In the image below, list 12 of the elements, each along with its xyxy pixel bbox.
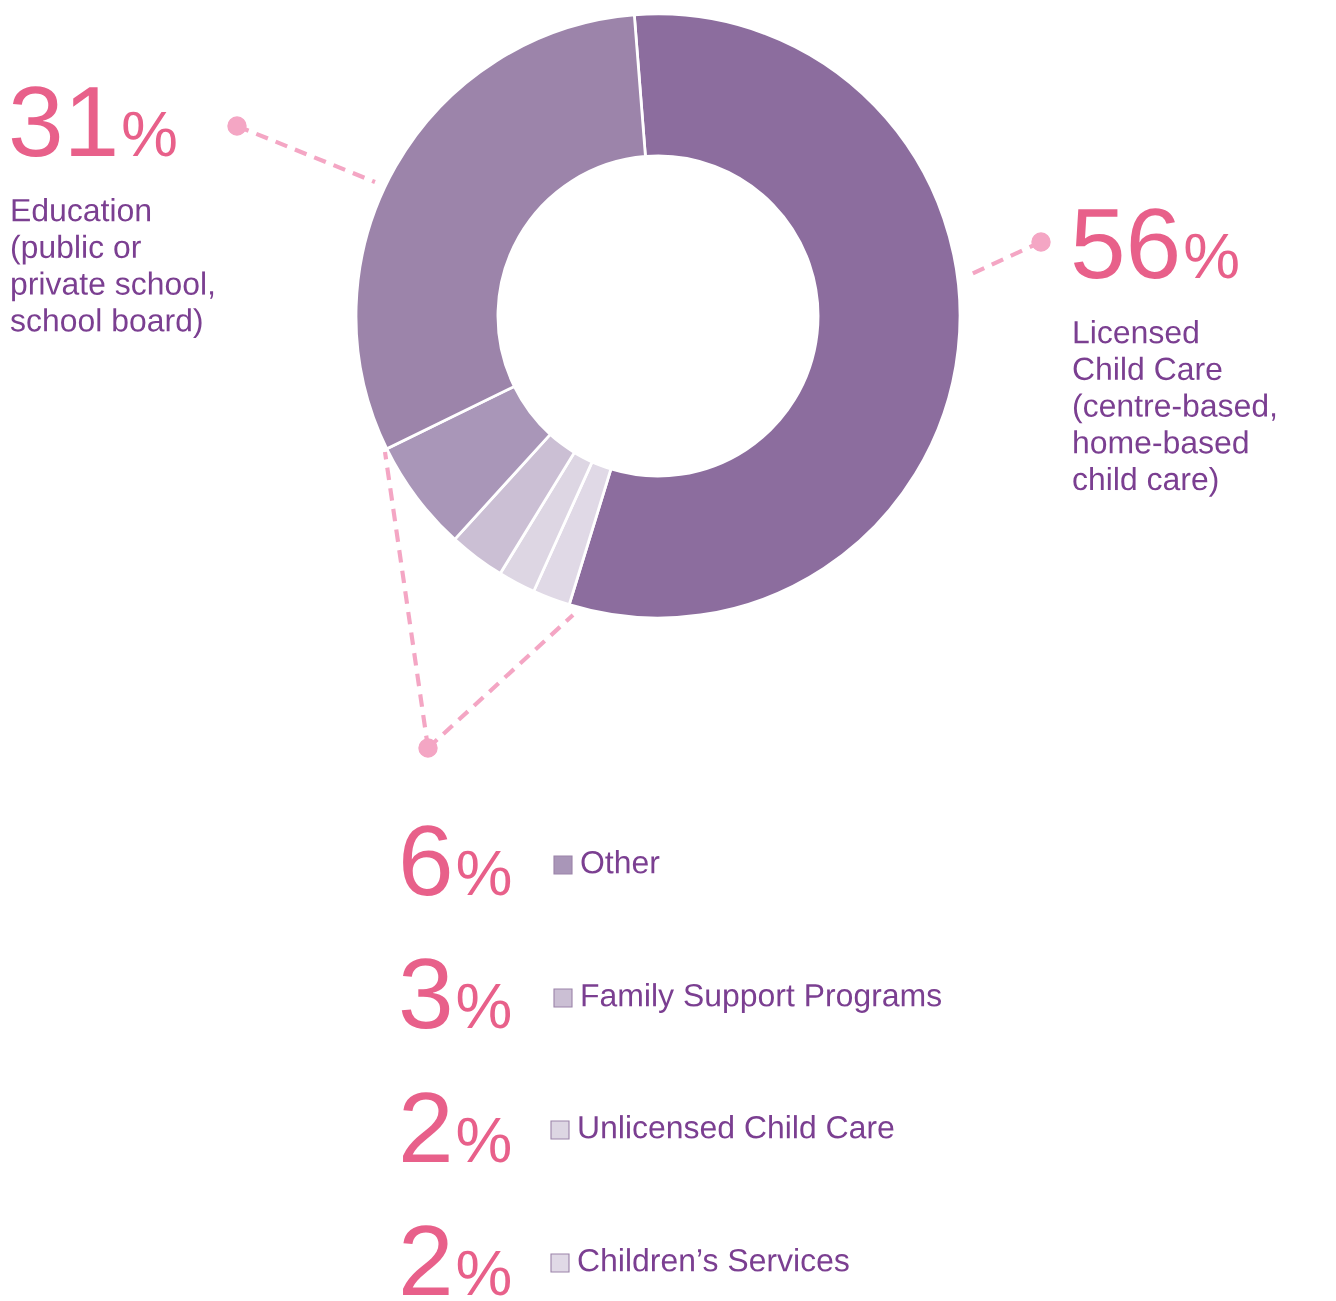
data-label: 2% bbox=[403, 1092, 511, 1163]
legend-label: Family Support Programs bbox=[582, 983, 941, 1013]
legend-label: Other bbox=[581, 850, 660, 874]
data-label: 2% bbox=[403, 1225, 511, 1296]
data-label: 6% bbox=[403, 825, 511, 896]
slice-label: Licensed Child Care (centre-based, home-based child care) bbox=[1073, 320, 1276, 497]
legend-label: Children’s Services bbox=[578, 1248, 849, 1272]
data-label: 56% bbox=[1074, 208, 1238, 279]
legend-label: Unlicensed Child Care bbox=[579, 1115, 894, 1139]
data-label: 31% bbox=[11, 86, 176, 157]
data-label: 3% bbox=[401, 958, 511, 1029]
slice-label: Education (public or private school, school board) bbox=[10, 198, 214, 338]
